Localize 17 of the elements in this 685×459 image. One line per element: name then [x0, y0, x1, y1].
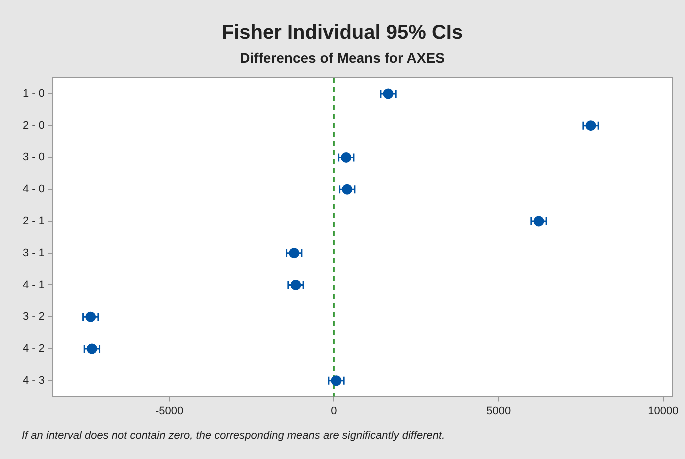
x-tick-label: 10000 [648, 405, 679, 418]
y-tick-label: 1 - 0 [22, 88, 46, 100]
y-tick-label: 4 - 0 [22, 184, 46, 196]
y-tick-label: 3 - 2 [22, 311, 46, 324]
x-tick-label: -5000 [155, 405, 184, 418]
chart-title: Fisher Individual 95% CIs [220, 22, 464, 45]
y-tick-label: 4 - 2 [22, 343, 46, 356]
y-tick-label: 3 - 0 [22, 152, 46, 164]
x-tick-label: 0 [331, 405, 338, 418]
y-tick-label: 2 - 0 [22, 120, 46, 132]
chart-subtitle: Differences of Means for AXES [239, 50, 446, 66]
y-tick-label: 4 - 3 [22, 374, 46, 387]
x-tick-label: 5000 [486, 405, 512, 418]
y-tick-label: 3 - 1 [22, 247, 46, 260]
y-tick-label: 4 - 1 [22, 279, 46, 292]
text: If an interval does not contain zero, the corresponding means are significantly different. [22, 430, 446, 442]
y-tick-label: 2 - 1 [22, 215, 46, 228]
